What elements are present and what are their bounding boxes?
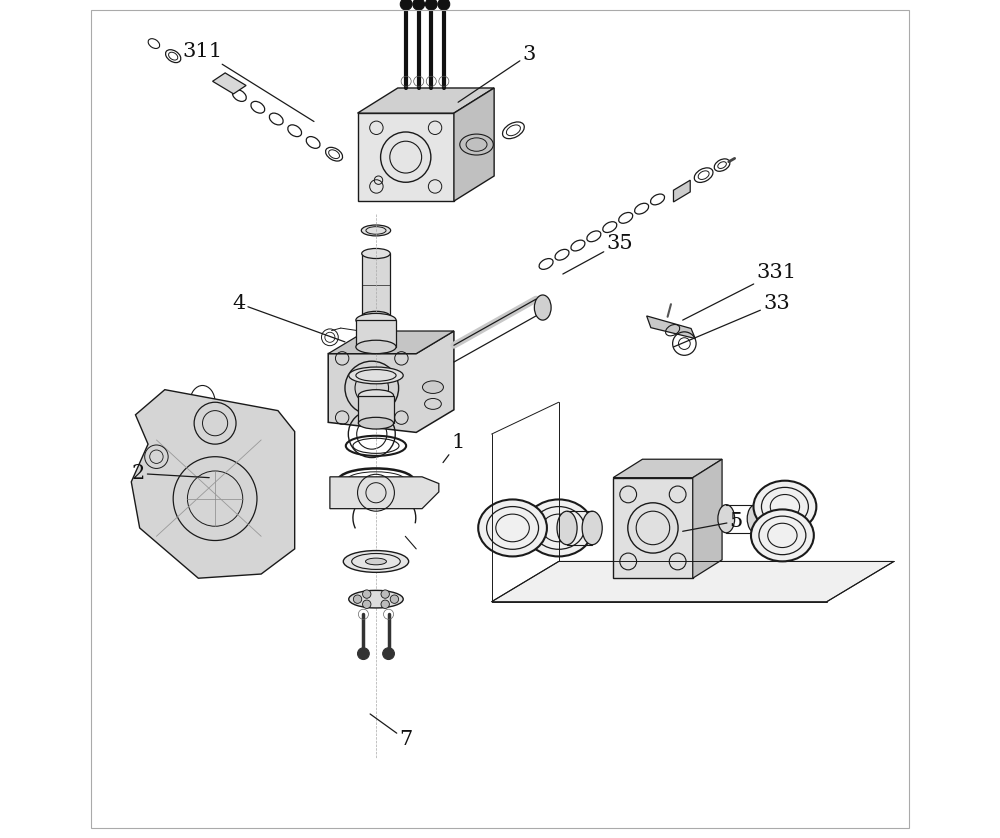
Ellipse shape [362,311,390,321]
Polygon shape [454,88,494,201]
Text: 2: 2 [131,464,209,483]
Polygon shape [330,477,439,509]
Ellipse shape [478,499,547,556]
Text: 3: 3 [458,45,536,102]
Circle shape [381,600,389,608]
Polygon shape [213,73,246,94]
Ellipse shape [718,504,735,533]
Polygon shape [362,253,390,316]
Circle shape [383,648,394,660]
Circle shape [363,600,371,608]
Polygon shape [613,478,693,578]
Text: 33: 33 [673,294,790,347]
Ellipse shape [366,558,386,565]
Ellipse shape [524,499,593,556]
Text: 311: 311 [182,43,314,122]
Ellipse shape [361,225,391,235]
Ellipse shape [422,380,443,394]
Circle shape [358,648,369,660]
Text: 7: 7 [370,714,413,749]
Polygon shape [358,396,394,423]
Text: 4: 4 [232,294,345,342]
Polygon shape [131,390,295,578]
Ellipse shape [360,334,392,349]
Polygon shape [328,331,454,432]
Polygon shape [328,331,454,354]
Ellipse shape [582,511,602,545]
Ellipse shape [534,295,551,320]
Ellipse shape [751,510,814,561]
Circle shape [400,0,412,10]
Ellipse shape [343,551,409,572]
Ellipse shape [356,313,396,327]
Circle shape [363,590,371,598]
Circle shape [413,0,425,10]
Polygon shape [673,180,690,202]
Ellipse shape [349,367,403,384]
Ellipse shape [753,481,816,533]
Polygon shape [358,88,494,113]
Ellipse shape [356,340,396,354]
Polygon shape [492,561,894,602]
Polygon shape [647,316,695,339]
Polygon shape [613,459,722,478]
Circle shape [353,595,362,603]
Ellipse shape [358,417,394,429]
Ellipse shape [362,248,390,258]
Ellipse shape [747,504,764,533]
Circle shape [438,0,450,10]
Ellipse shape [358,390,394,401]
Text: 35: 35 [563,234,633,274]
Circle shape [425,0,437,10]
Polygon shape [356,320,396,347]
Ellipse shape [358,318,394,330]
Circle shape [390,595,399,603]
Circle shape [381,590,389,598]
Polygon shape [693,459,722,578]
Polygon shape [358,113,454,201]
Text: 1: 1 [443,433,465,463]
Ellipse shape [557,511,577,545]
Text: 5: 5 [683,512,743,531]
Text: 331: 331 [683,263,797,320]
Ellipse shape [349,590,403,608]
